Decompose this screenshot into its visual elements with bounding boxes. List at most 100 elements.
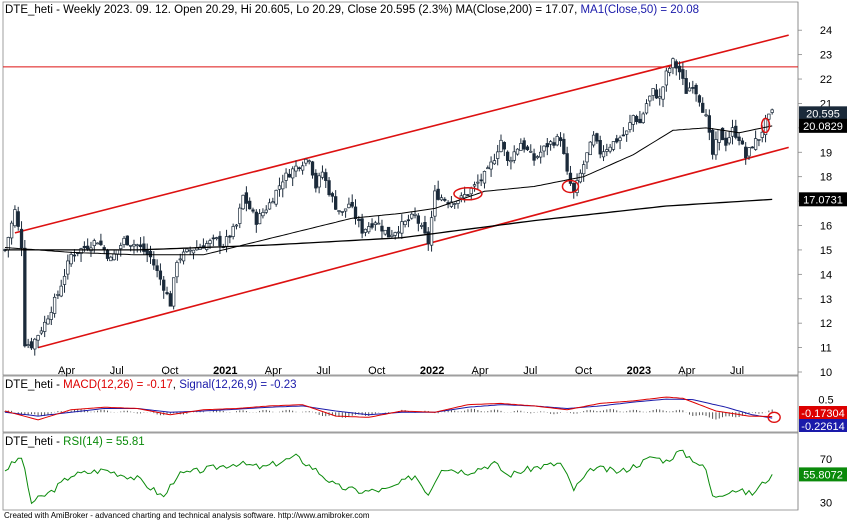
candle-body [641,113,645,123]
candle-body [185,248,189,252]
candle-body [691,87,695,89]
macd-layer [4,396,781,424]
price-y-tick-label: 13 [820,294,832,306]
candle-body [714,139,718,156]
candle-body [429,217,434,246]
price-layer [3,34,798,356]
candle-body [135,244,139,247]
candle-body [214,237,219,239]
candle-body [476,181,480,184]
candle-body [155,265,159,271]
macd-panel[interactable] [2,375,799,433]
candle-body [654,89,659,99]
candle-body [248,200,252,210]
price-value-badge-label: 17.0731 [803,194,843,206]
candle-body [334,196,338,210]
candle-body [416,215,420,224]
candle-body [267,202,272,210]
price-y-tick-label: 22 [820,74,832,86]
candle-body [668,68,672,73]
candle-body [49,312,53,320]
candle-body [687,87,692,92]
candle-body [19,228,24,249]
candle-body [300,165,305,171]
candle-body [62,275,67,285]
candle-body [740,140,745,145]
candle-body [548,141,553,145]
candle-body [753,138,758,150]
candle-body [218,235,222,247]
candle-body [145,249,149,255]
candle-body [36,335,40,341]
x-tick-label: Jul [523,365,537,377]
candle-body [142,243,146,252]
price-y-tick-label: 19 [820,147,832,159]
candle-body [59,285,63,297]
candle-body [423,222,427,234]
rsi-y-tick-label: 70 [820,454,832,466]
candle-body [482,171,487,184]
rsi-panel[interactable] [2,432,799,511]
price-y-tick-label: 24 [820,25,832,37]
candle-body [274,189,278,205]
rsi-line [4,449,773,505]
rsi-layer [4,449,773,505]
candle-body [69,253,73,265]
candle-body [291,168,295,179]
candle-body [704,114,708,117]
candle-body [727,137,731,144]
price-title: DTE_heti - Weekly 2023. 09. 12. Open 20.… [5,4,699,16]
macd-value-badge [799,406,847,419]
macd-highlight-ellipse [767,411,781,424]
candle-body [367,226,371,233]
candle-body [152,259,156,266]
candle-body [720,127,725,141]
candle-body [532,153,536,161]
candle-body [264,209,268,213]
candle-body [717,129,721,143]
candle-body [284,172,288,181]
candle-body [496,151,500,159]
candle-body [545,143,549,148]
candle-body [684,78,688,94]
candle-body [343,208,348,212]
candle-body [314,172,318,189]
candle-body [353,206,358,220]
candle-body [565,153,569,172]
price-value-badge-label: 20.595 [806,108,840,120]
candle-body [737,136,741,141]
ma200-label: MA(Close,200) = 17.07 [455,4,574,16]
macd-sep: , [173,379,179,391]
candle-body [651,88,655,96]
candle-body [129,244,133,247]
price-panel[interactable] [2,1,799,376]
candle-body [767,113,771,120]
candle-body [208,240,212,244]
candle-body [13,209,17,227]
candle-body [386,226,391,238]
candle-body [112,253,116,261]
candle-body [443,198,447,201]
candle-body [694,84,698,95]
price-y-tick-label: 15 [820,245,832,257]
candle-body [661,86,665,100]
candle-body [122,237,126,245]
candle-body [191,249,196,254]
candle-body [770,109,774,113]
candle-body [492,160,497,165]
candle-body [241,194,245,210]
candle-body [403,220,407,225]
x-tick-label: Apr [265,365,282,377]
rsi-value-badge [799,467,847,482]
candle-body [648,95,652,102]
candle-body [29,341,34,349]
signal-label: Signal(12,26,9) = -0.23 [179,379,296,391]
rsi-title: DTE_heti - RSI(14) = 55.81 [5,436,145,448]
candle-body [410,213,414,219]
candle-body [591,134,596,146]
candle-body [572,182,576,193]
candle-body [92,240,96,246]
candle-body [205,243,209,250]
candle-body [165,292,169,295]
